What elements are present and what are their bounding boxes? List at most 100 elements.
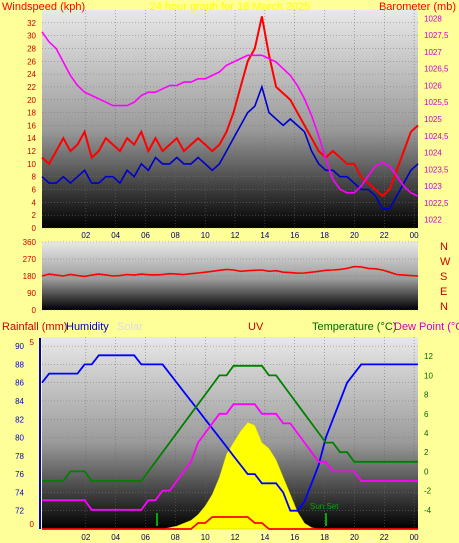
barometer-tick-label: 1027,5 <box>424 31 449 40</box>
wind-tick-label: 26 <box>27 57 36 66</box>
temp-x-tick-label: 00 <box>410 533 419 542</box>
temp-x-tick-label: 10 <box>201 533 210 542</box>
temp-x-tick-label: 06 <box>141 533 150 542</box>
temperature-tick-label: -2 <box>424 487 432 496</box>
direction-tick-label: 360 <box>23 238 37 247</box>
direction-panel <box>42 242 418 310</box>
barometer-tick-label: 1022 <box>424 216 442 225</box>
compass-letter: N <box>440 241 448 253</box>
barometer-tick-label: 1023 <box>424 182 442 191</box>
temp-x-tick-label: 16 <box>290 533 299 542</box>
temperature-tick-label: 8 <box>424 391 429 400</box>
compass-letter: E <box>440 286 447 298</box>
humidity-tick-label: 76 <box>15 470 24 479</box>
barometer-tick-label: 1023,5 <box>424 165 449 174</box>
wind-tick-label: 16 <box>27 121 36 130</box>
wind-tick-label: 0 <box>32 224 37 233</box>
wind-x-tick-label: 00 <box>410 231 419 240</box>
humidity-tick-label: 88 <box>15 360 24 369</box>
compass-letter: S <box>440 271 447 283</box>
series-line-wind <box>41 84 419 210</box>
rainfall-label: Rainfall (mm) <box>2 321 67 333</box>
wind-tick-label: 24 <box>27 70 36 79</box>
series-line-direction <box>41 265 419 278</box>
wind-tick-label: 22 <box>27 83 36 92</box>
temperature-tick-label: -4 <box>424 506 432 515</box>
compass-letter: N <box>440 301 448 313</box>
wind-x-tick-label: 08 <box>171 231 180 240</box>
wind-x-tick-label: 18 <box>320 231 329 240</box>
humidity-tick-label: 72 <box>15 507 24 516</box>
humidity-tick-label: 78 <box>15 452 24 461</box>
humidity-tick-label: 84 <box>15 397 24 406</box>
wind-tick-label: 30 <box>27 32 36 41</box>
temp-x-tick-label: 02 <box>81 533 90 542</box>
barometer-tick-label: 1027 <box>424 48 442 57</box>
barometer-tick-label: 1025 <box>424 115 442 124</box>
series-line-dew-point <box>42 403 418 511</box>
sun-set-annotation: Sun Set <box>310 502 339 511</box>
wind-tick-label: 32 <box>27 19 36 28</box>
wind-tick-label: 10 <box>27 160 36 169</box>
temp-x-tick-label: 22 <box>380 533 389 542</box>
wind-x-tick-label: 20 <box>350 231 359 240</box>
rain-tick-label: 0 <box>30 520 35 529</box>
wind-tick-label: 14 <box>27 134 36 143</box>
temperature-tick-label: 4 <box>424 429 429 438</box>
temp-x-tick-label: 20 <box>350 533 359 542</box>
direction-tick-label: 180 <box>23 272 37 281</box>
temp-x-tick-label: 12 <box>231 533 240 542</box>
direction-tick-label: 0 <box>32 306 37 315</box>
windspeed-axis-label: Windspeed (kph) <box>2 1 85 13</box>
series-line-gust <box>41 16 419 198</box>
barometer-tick-label: 1025,5 <box>424 98 449 107</box>
temp-x-tick-label: 14 <box>260 533 269 542</box>
compass-letter: W <box>440 256 451 268</box>
temp-x-tick-label: 04 <box>111 533 120 542</box>
wind-tick-label: 2 <box>32 211 37 220</box>
wind-x-tick-label: 06 <box>141 231 150 240</box>
barometer-tick-label: 1028 <box>424 14 442 23</box>
series-line-uv <box>42 516 418 530</box>
wind-x-tick-label: 14 <box>260 231 269 240</box>
direction-tick-label: 270 <box>23 255 37 264</box>
humidity-tick-label: 82 <box>15 415 24 424</box>
barometer-tick-label: 1024 <box>424 149 442 158</box>
temp-x-tick-label: 18 <box>320 533 329 542</box>
temperature-tick-label: 10 <box>424 371 433 380</box>
chart-title: 24 hour graph for 18 March 2025 <box>150 1 311 13</box>
wind-tick-label: 6 <box>32 186 37 195</box>
temperature-label: Temperature (°C) <box>312 321 396 333</box>
humidity-label: Humidity <box>66 321 109 333</box>
wind-panel <box>42 10 418 228</box>
wind-tick-label: 12 <box>27 147 36 156</box>
humidity-tick-label: 80 <box>15 434 24 443</box>
wind-tick-label: 4 <box>32 198 37 207</box>
wind-x-tick-label: 02 <box>81 231 90 240</box>
barometer-tick-label: 1022,5 <box>424 199 449 208</box>
series-line-humidity <box>41 354 418 512</box>
temperature-tick-label: 0 <box>424 467 429 476</box>
solar-label: Solar <box>117 321 143 333</box>
wind-x-tick-label: 10 <box>201 231 210 240</box>
temperature-tick-label: 6 <box>424 410 429 419</box>
barometer-axis-label: Barometer (mb) <box>379 1 456 13</box>
wind-tick-label: 20 <box>27 96 36 105</box>
wind-x-tick-label: 12 <box>231 231 240 240</box>
wind-tick-label: 18 <box>27 109 36 118</box>
wind-x-tick-label: 16 <box>290 231 299 240</box>
barometer-tick-label: 1026,5 <box>424 65 449 74</box>
wind-tick-label: 28 <box>27 44 36 53</box>
dewpoint-label: Dew Point (°C) <box>394 321 459 333</box>
humidity-tick-label: 74 <box>15 488 24 497</box>
humidity-tick-label: 86 <box>15 379 24 388</box>
wind-x-tick-label: 22 <box>380 231 389 240</box>
uv-label: UV <box>248 321 264 333</box>
wind-x-tick-label: 04 <box>111 231 120 240</box>
humidity-tick-label: 90 <box>15 342 24 351</box>
temperature-tick-label: 12 <box>424 352 433 361</box>
temperature-tick-label: 2 <box>424 448 429 457</box>
wind-tick-label: 8 <box>32 173 37 182</box>
barometer-tick-label: 1026 <box>424 81 442 90</box>
